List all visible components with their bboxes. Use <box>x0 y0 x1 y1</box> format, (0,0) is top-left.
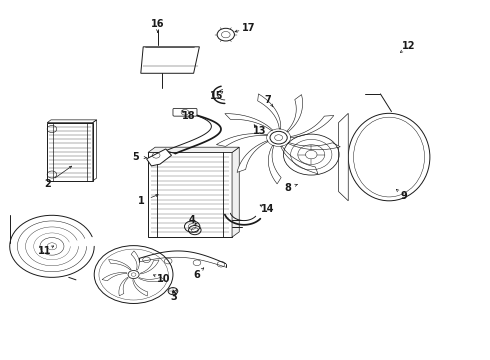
Text: 11: 11 <box>38 246 51 256</box>
Polygon shape <box>339 113 348 201</box>
Text: 18: 18 <box>181 112 195 121</box>
Text: 7: 7 <box>265 95 271 104</box>
Polygon shape <box>148 153 232 237</box>
Polygon shape <box>258 94 281 129</box>
Polygon shape <box>141 47 199 73</box>
Text: 5: 5 <box>132 152 139 162</box>
Polygon shape <box>133 280 147 296</box>
Polygon shape <box>131 251 139 270</box>
Polygon shape <box>269 145 281 184</box>
Polygon shape <box>147 149 172 166</box>
Polygon shape <box>109 260 131 270</box>
Polygon shape <box>141 260 159 274</box>
Text: 12: 12 <box>401 41 415 51</box>
Polygon shape <box>119 277 128 296</box>
Polygon shape <box>288 143 341 150</box>
Polygon shape <box>291 116 334 138</box>
Text: 3: 3 <box>171 292 177 302</box>
Text: 13: 13 <box>253 126 266 136</box>
Polygon shape <box>281 146 318 174</box>
Text: 8: 8 <box>285 183 292 193</box>
Text: 4: 4 <box>189 215 196 225</box>
Polygon shape <box>232 147 239 237</box>
Polygon shape <box>225 114 272 131</box>
Text: 9: 9 <box>400 191 407 201</box>
Polygon shape <box>148 147 239 153</box>
Polygon shape <box>102 273 127 281</box>
Text: 10: 10 <box>157 274 170 284</box>
Text: 6: 6 <box>194 270 200 280</box>
Text: 15: 15 <box>210 91 224 101</box>
FancyBboxPatch shape <box>173 108 197 116</box>
Text: 14: 14 <box>261 204 275 214</box>
Text: 16: 16 <box>151 19 164 29</box>
Polygon shape <box>287 95 303 132</box>
Polygon shape <box>237 141 268 172</box>
Polygon shape <box>217 134 268 147</box>
Text: 17: 17 <box>242 23 256 33</box>
Text: 1: 1 <box>138 196 145 206</box>
Text: 2: 2 <box>44 179 50 189</box>
Polygon shape <box>139 277 165 282</box>
Ellipse shape <box>348 113 430 201</box>
